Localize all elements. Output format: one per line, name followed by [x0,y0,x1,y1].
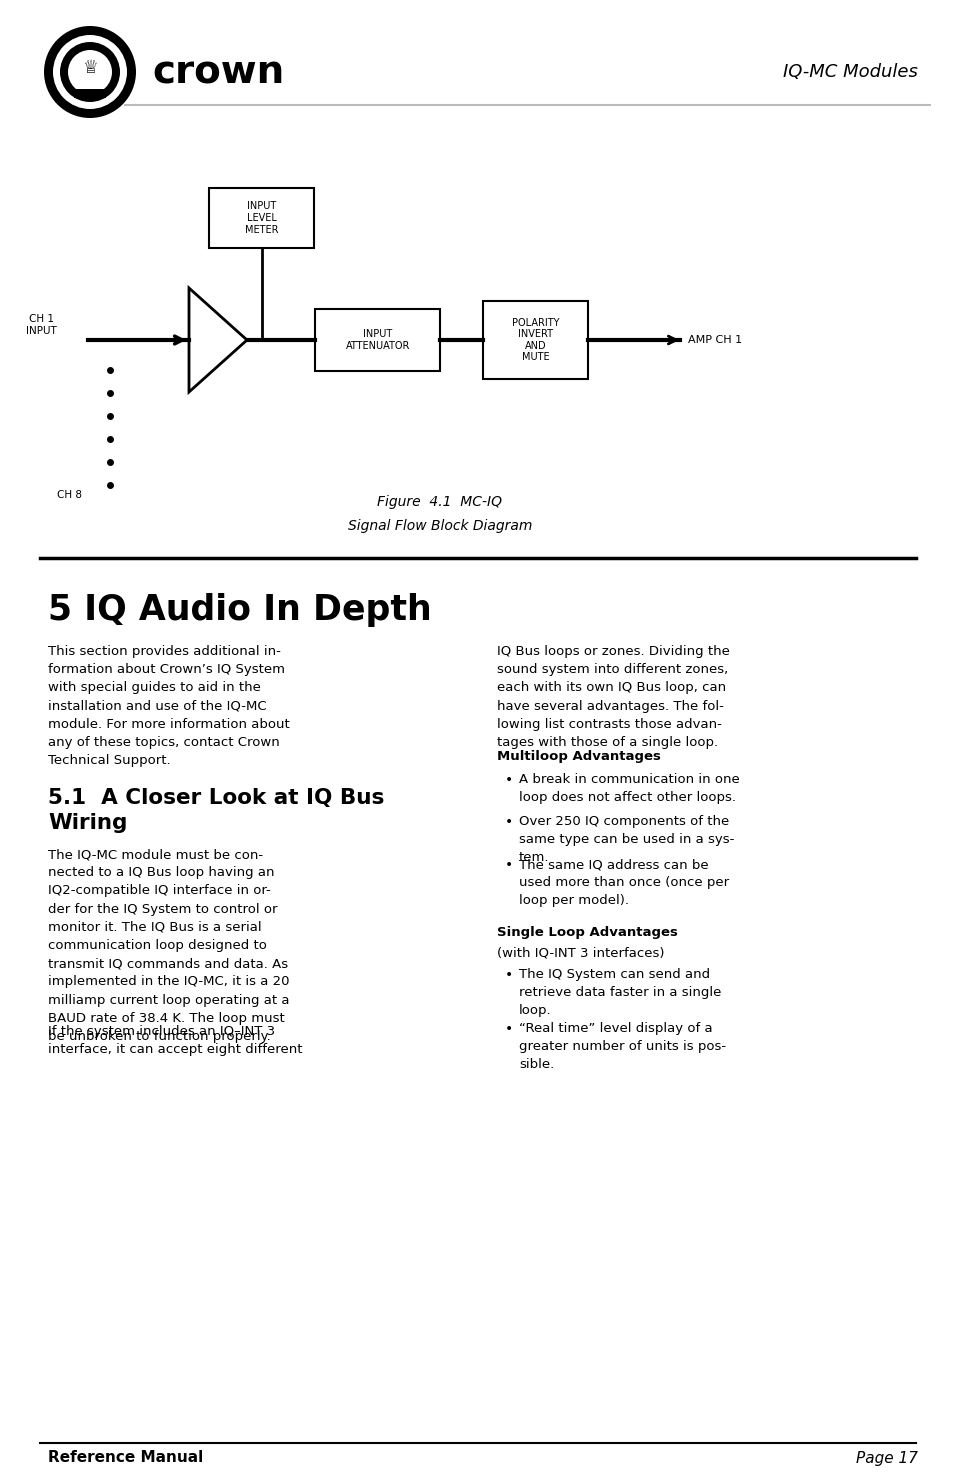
Text: CH 1
INPUT: CH 1 INPUT [27,314,57,336]
Text: Over 250 IQ components of the
same type can be used in a sys-
tem.: Over 250 IQ components of the same type … [518,816,734,864]
Text: Reference Manual: Reference Manual [48,1450,203,1466]
Bar [210,187,314,248]
FancyBboxPatch shape [74,88,106,97]
Text: A break in communication in one
loop does not affect other loops.: A break in communication in one loop doe… [518,773,739,804]
Text: IQ Bus loops or zones. Dividing the
sound system into different zones,
each with: IQ Bus loops or zones. Dividing the soun… [497,645,729,749]
Text: If the system includes an IQ–INT 3
interface, it can accept eight different: If the system includes an IQ–INT 3 inter… [48,1025,302,1056]
Text: 5 IQ Audio In Depth: 5 IQ Audio In Depth [48,593,432,627]
Text: •: • [504,858,513,872]
Text: The IQ-MC module must be con-
nected to a IQ Bus loop having an
IQ2-compatible I: The IQ-MC module must be con- nected to … [48,848,289,1043]
Text: INPUT
ATTENUATOR: INPUT ATTENUATOR [345,329,410,351]
Text: POLARITY
INVERT
AND
MUTE: POLARITY INVERT AND MUTE [512,317,559,363]
Text: INPUT
LEVEL
METER: INPUT LEVEL METER [245,202,278,235]
Text: Signal Flow Block Diagram: Signal Flow Block Diagram [348,519,532,532]
Text: •: • [504,1022,513,1035]
Text: Multiloop Advantages: Multiloop Advantages [497,749,660,763]
Polygon shape [189,288,247,392]
Text: This section provides additional in-
formation about Crown’s IQ System
with spec: This section provides additional in- for… [48,645,290,767]
Text: The same IQ address can be
used more than once (once per
loop per model).: The same IQ address can be used more tha… [518,858,728,907]
Text: Wiring: Wiring [48,813,128,833]
Text: (with IQ-INT 3 interfaces): (with IQ-INT 3 interfaces) [497,945,664,959]
Text: 5.1  A Closer Look at IQ Bus: 5.1 A Closer Look at IQ Bus [48,788,384,808]
Text: crown: crown [152,53,284,91]
Bar [483,301,588,379]
Ellipse shape [53,35,127,109]
Text: The IQ System can send and
retrieve data faster in a single
loop.: The IQ System can send and retrieve data… [518,968,720,1018]
Text: Figure  4.1  MC-IQ: Figure 4.1 MC-IQ [377,496,502,509]
Ellipse shape [68,50,112,94]
Text: Page 17: Page 17 [855,1450,917,1466]
Text: CH 8: CH 8 [57,490,82,500]
Text: “Real time” level display of a
greater number of units is pos-
sible.: “Real time” level display of a greater n… [518,1022,725,1071]
Text: •: • [504,816,513,829]
Bar [315,308,440,372]
Text: •: • [504,773,513,788]
Ellipse shape [60,41,120,102]
Text: •: • [504,968,513,982]
Text: ♕: ♕ [82,59,98,77]
Ellipse shape [44,27,136,118]
Text: AMP CH 1: AMP CH 1 [687,335,741,345]
Text: Single Loop Advantages: Single Loop Advantages [497,926,678,940]
Text: IQ-MC Modules: IQ-MC Modules [782,63,917,81]
